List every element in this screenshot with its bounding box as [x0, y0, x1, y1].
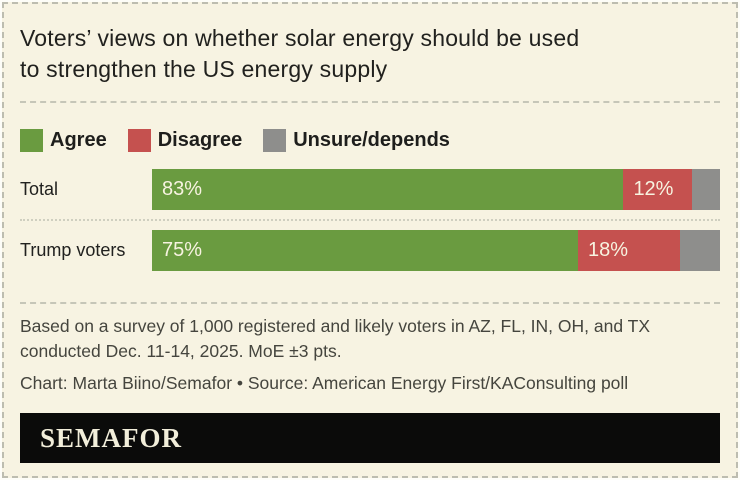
- legend-item-unsure-depends: Unsure/depends: [263, 128, 450, 152]
- bar-row-trump-voters: Trump voters 75% 18%: [20, 230, 720, 271]
- legend-label-disagree: Disagree: [157, 128, 243, 151]
- bar-segment-disagree: 12%: [623, 169, 692, 210]
- row-label-total: Total: [20, 179, 59, 199]
- row-label-trump-voters: Trump voters: [20, 240, 126, 260]
- survey-note-line-1: Based on a survey of 1,000 registered an…: [20, 316, 650, 336]
- chart-title-line-1: Voters’ views on whether solar energy sh…: [20, 25, 580, 51]
- chart-legend: Agree Disagree Unsure/depends: [20, 128, 720, 152]
- legend-label-unsure-depends: Unsure/depends: [293, 128, 450, 151]
- survey-note: Based on a survey of 1,000 registered an…: [20, 314, 720, 364]
- legend-swatch-unsure-depends: [263, 128, 287, 152]
- bar-segment-unsure-depends: [691, 169, 720, 210]
- bar-value-label-agree: 83%: [162, 178, 203, 200]
- stacked-bar-total: 83% 12%: [152, 169, 720, 210]
- chart-credit: Chart: Marta Biino/Semafor • Source: Ame…: [20, 373, 629, 393]
- row-divider: [20, 219, 720, 221]
- legend-label-agree: Agree: [50, 128, 107, 151]
- semafor-logo-bar: SEMAFOR: [20, 413, 720, 463]
- chart-title-line-2: to strengthen the US energy supply: [20, 56, 388, 82]
- bar-value-label-disagree: 12%: [633, 178, 674, 200]
- survey-note-line-2: conducted Dec. 11-14, 2025. MoE ±3 pts.: [20, 341, 342, 361]
- semafor-logo: SEMAFOR: [40, 422, 182, 453]
- legend-swatch-agree: [20, 128, 43, 152]
- legend-swatch-disagree: [127, 128, 151, 152]
- bar-rows: Total 83% 12% Trump voters 75% 18%: [20, 169, 720, 271]
- bar-value-label-agree: 75%: [162, 239, 203, 261]
- legend-item-agree: Agree: [20, 128, 107, 152]
- bar-value-label-disagree: 18%: [588, 239, 629, 261]
- chart-title: Voters’ views on whether solar energy sh…: [20, 23, 720, 85]
- bar-segment-disagree: 18%: [578, 230, 681, 271]
- legend-item-disagree: Disagree: [127, 128, 243, 152]
- stacked-bar-trump-voters: 75% 18%: [152, 230, 720, 271]
- title-divider: [20, 101, 720, 103]
- bar-segment-agree: 83%: [152, 169, 624, 210]
- bar-row-total: Total 83% 12%: [20, 169, 720, 210]
- footer-divider: [20, 302, 720, 304]
- bar-segment-unsure-depends: [680, 230, 720, 271]
- bar-segment-agree: 75%: [152, 230, 578, 271]
